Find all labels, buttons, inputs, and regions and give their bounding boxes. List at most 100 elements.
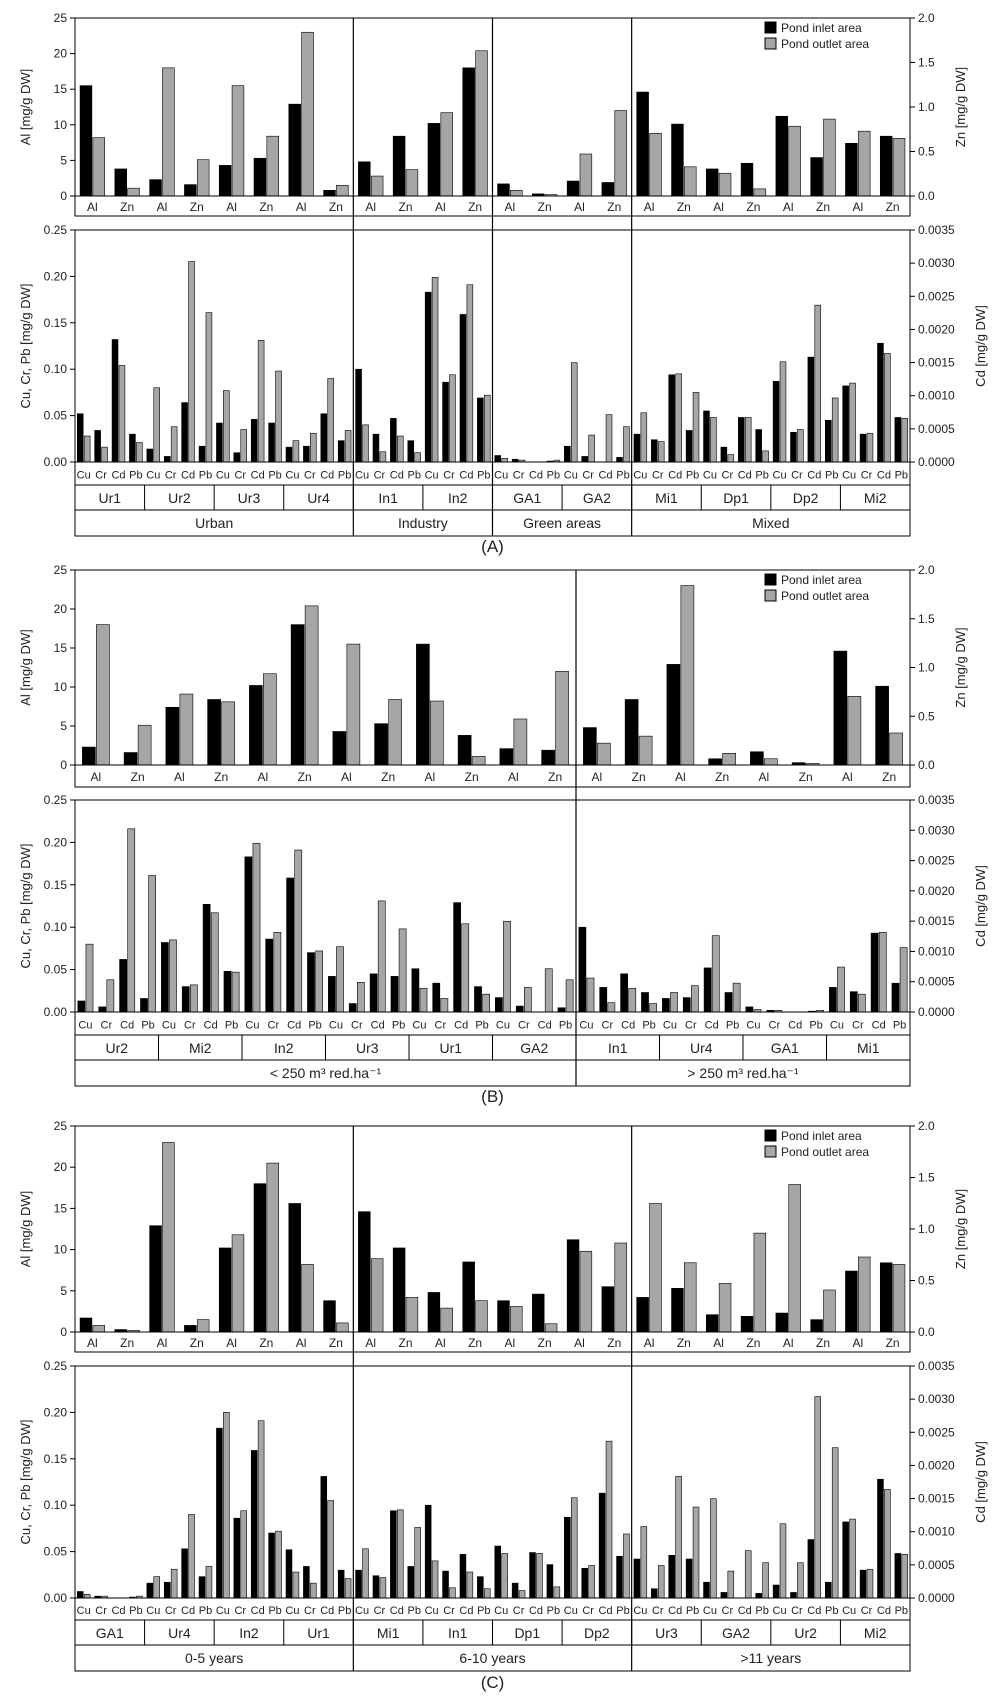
site-label: Ur1 <box>99 490 122 506</box>
category-label: Cd <box>529 1605 543 1617</box>
bar-outlet <box>92 1325 106 1333</box>
bar-inlet <box>671 1288 684 1333</box>
bot-right-axis-title: Cd [mg/g DW] <box>973 1441 988 1523</box>
category-label: Pb <box>809 1020 822 1032</box>
left-tick-label: 20 <box>54 47 68 61</box>
bar-outlet <box>640 412 648 463</box>
bar-outlet <box>858 1256 871 1333</box>
bar-inlet <box>424 1504 432 1599</box>
bar-outlet <box>304 605 319 766</box>
left-tick-label: 0.00 <box>44 455 68 469</box>
bar-inlet <box>218 1247 232 1333</box>
bar-outlet <box>628 987 637 1013</box>
right-tick-label: 0.0 <box>918 758 935 772</box>
left-tick-label: 20 <box>54 602 68 616</box>
bar-outlet <box>847 696 862 766</box>
bar-outlet <box>579 153 593 197</box>
site-label: Ur4 <box>690 1040 713 1056</box>
bar-inlet <box>557 1007 566 1013</box>
bar-outlet <box>762 1562 769 1599</box>
category-label: Zn <box>120 200 134 214</box>
bar-outlet <box>501 1553 508 1599</box>
bar-outlet <box>849 1518 856 1599</box>
bar-inlet <box>745 1006 754 1013</box>
bar-outlet <box>475 50 488 197</box>
bar-outlet <box>691 985 699 1013</box>
bar-inlet <box>442 381 449 463</box>
category-label: Zn <box>399 1336 413 1350</box>
bar-outlet <box>136 442 143 463</box>
left-tick-label: 25 <box>54 563 68 577</box>
bar-outlet <box>640 1526 648 1599</box>
right-tick-label: 0.0005 <box>918 1558 955 1572</box>
category-label: Cu <box>146 1605 160 1617</box>
category-label: Cr <box>95 1605 107 1617</box>
bar-outlet <box>344 430 352 463</box>
bar-inlet <box>662 998 670 1013</box>
chart-panel-3: 0 5 10 15 20 25 0.0 0.5 1.0 1.5 2.0 Al [mg/g DW] Zn … <box>18 1119 988 1692</box>
right-tick-label: 0.0020 <box>918 322 955 336</box>
bar-outlet <box>858 130 871 197</box>
category-label: Cd <box>788 1020 802 1032</box>
bar-outlet <box>727 1570 735 1599</box>
right-tick-label: 0.5 <box>918 709 935 723</box>
bar-inlet <box>424 291 432 463</box>
bar-outlet <box>579 1250 593 1333</box>
bar-inlet <box>181 1548 188 1599</box>
legend-swatch-inlet <box>764 21 777 34</box>
site-label: Ur3 <box>655 1625 678 1641</box>
left-tick-label: 0 <box>60 189 67 203</box>
bar-inlet <box>875 685 889 766</box>
category-label: Cd <box>538 1020 552 1032</box>
site-label: In1 <box>608 1040 628 1056</box>
category-label: Pb <box>755 470 768 482</box>
bar-outlet <box>85 943 94 1013</box>
category-label: Cu <box>633 470 647 482</box>
category-label: Zn <box>465 770 479 784</box>
category-label: Cu <box>564 470 578 482</box>
bar-outlet <box>169 939 177 1013</box>
category-label: Zn <box>607 1336 621 1350</box>
site-label: Dp1 <box>514 1625 540 1641</box>
right-tick-label: 0.0005 <box>918 422 955 436</box>
bar-inlet <box>285 446 293 463</box>
bar-outlet <box>544 1323 558 1333</box>
bar-outlet <box>510 190 523 197</box>
category-label: Pb <box>755 1605 768 1617</box>
category-label: Al <box>435 200 446 214</box>
left-tick-label: 5 <box>60 719 67 733</box>
panel-label: (B) <box>481 1087 504 1106</box>
bar-inlet <box>427 1292 441 1333</box>
bar-inlet <box>202 904 211 1013</box>
bar-outlet <box>240 1510 247 1599</box>
site-label: Mi1 <box>377 1625 400 1641</box>
bar-inlet <box>163 1581 171 1599</box>
category-label: Zn <box>715 770 729 784</box>
right-tick-label: 1.0 <box>918 661 935 675</box>
category-label: Cr <box>513 1605 525 1617</box>
left-tick-label: 0.20 <box>44 835 68 849</box>
bar-inlet <box>775 115 789 197</box>
category-label: Pb <box>616 470 629 482</box>
bar-inlet <box>218 165 232 197</box>
bar-outlet <box>475 1300 488 1333</box>
category-label: Pb <box>338 470 351 482</box>
bar-inlet <box>581 456 588 463</box>
category-label: Pb <box>893 1020 906 1032</box>
category-label: Cu <box>355 470 369 482</box>
category-label: Cd <box>705 1020 719 1032</box>
category-label: Cu <box>245 1020 259 1032</box>
bar-outlet <box>273 931 282 1013</box>
bar-inlet <box>427 123 441 197</box>
bar-inlet <box>879 135 893 197</box>
bar-outlet <box>310 432 317 463</box>
category-label: Cu <box>773 1605 787 1617</box>
bar-inlet <box>879 1262 893 1333</box>
left-tick-label: 0.10 <box>44 362 68 376</box>
bar-outlet <box>419 987 428 1013</box>
category-label: Cr <box>304 470 316 482</box>
category-label: Al <box>852 200 863 214</box>
category-label: Zn <box>799 770 813 784</box>
bar-inlet <box>184 1325 197 1333</box>
